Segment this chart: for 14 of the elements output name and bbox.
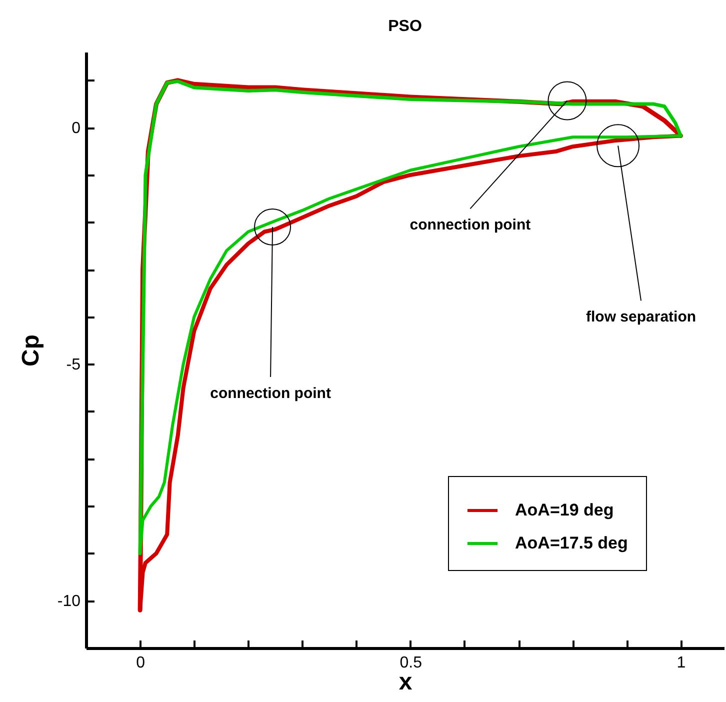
y-tick-label: -5 <box>66 356 81 374</box>
x-tick-label: 0.5 <box>400 654 422 672</box>
annotation: connection point <box>410 216 531 234</box>
x-tick-label: 0 <box>136 654 146 672</box>
annotation: connection point <box>210 385 331 402</box>
y-tick-label: -10 <box>57 593 81 610</box>
legend-label: AoA=17.5 deg <box>515 534 628 552</box>
y-tick-label: 0 <box>72 120 81 138</box>
y-axis-title: Cp <box>17 334 44 366</box>
legend-label: AoA=19 deg <box>515 500 614 520</box>
x-tick-label: 1 <box>676 654 686 672</box>
annotation: flow separation <box>586 308 696 326</box>
x-axis-title: x <box>398 668 413 696</box>
chart-title: PSO <box>388 18 422 35</box>
